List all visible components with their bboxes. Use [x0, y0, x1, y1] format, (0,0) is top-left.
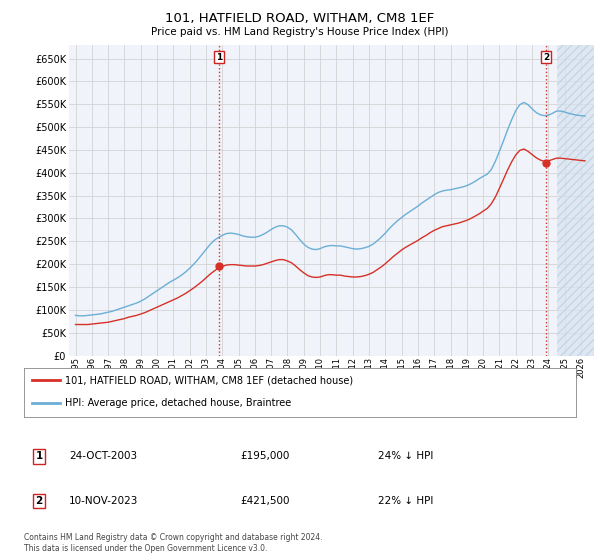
Text: 101, HATFIELD ROAD, WITHAM, CM8 1EF: 101, HATFIELD ROAD, WITHAM, CM8 1EF: [166, 12, 434, 25]
Text: £195,000: £195,000: [240, 451, 289, 461]
Text: Contains HM Land Registry data © Crown copyright and database right 2024.
This d: Contains HM Land Registry data © Crown c…: [24, 533, 323, 553]
Text: 1: 1: [216, 53, 223, 62]
Text: 2: 2: [543, 53, 549, 62]
Text: 2: 2: [35, 496, 43, 506]
Text: 1: 1: [35, 451, 43, 461]
Text: 10-NOV-2023: 10-NOV-2023: [69, 496, 139, 506]
Bar: [557, 45, 594, 356]
Text: 22% ↓ HPI: 22% ↓ HPI: [378, 496, 433, 506]
Text: 101, HATFIELD ROAD, WITHAM, CM8 1EF (detached house): 101, HATFIELD ROAD, WITHAM, CM8 1EF (det…: [65, 375, 353, 385]
Text: HPI: Average price, detached house, Braintree: HPI: Average price, detached house, Brai…: [65, 398, 292, 408]
Text: Price paid vs. HM Land Registry's House Price Index (HPI): Price paid vs. HM Land Registry's House …: [151, 27, 449, 37]
Text: £421,500: £421,500: [240, 496, 290, 506]
Text: 24-OCT-2003: 24-OCT-2003: [69, 451, 137, 461]
Text: 24% ↓ HPI: 24% ↓ HPI: [378, 451, 433, 461]
